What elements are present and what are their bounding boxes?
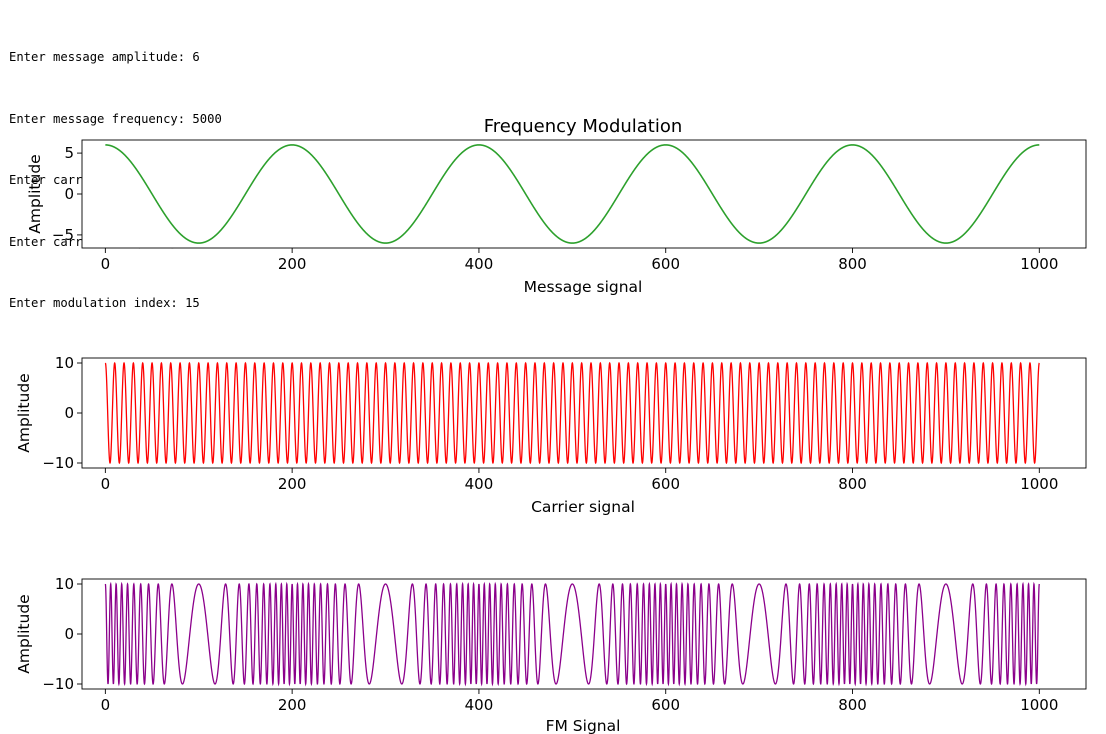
y-tick-label: 5 [64,144,74,162]
x-ticks-carrier: 0 200 400 600 800 1000 [101,468,1058,493]
series-line-message [105,144,1040,244]
x-ticks-message: 0 200 400 600 800 1000 [101,248,1058,273]
x-tick-label: 600 [651,475,680,493]
x-tick-label: 400 [465,475,494,493]
y-tick-label: 0 [64,625,74,643]
y-tick-label: −10 [42,675,74,693]
y-ticks-message: 5 0 −5 [52,144,82,244]
x-tick-label: 600 [651,255,680,273]
subplot-fm: 0 200 400 600 800 1000 10 0 −10 FM Signa… [15,575,1087,734]
plot-frame-fm [81,578,1087,690]
y-ticks-fm: 10 0 −10 [42,575,82,693]
x-tick-label: 1000 [1020,696,1058,714]
x-tick-label: 0 [101,696,111,714]
x-tick-label: 800 [838,255,867,273]
x-axis-label: FM Signal [546,717,621,734]
x-axis-label: Carrier signal [531,498,635,516]
x-tick-label: 800 [838,475,867,493]
x-tick-label: 0 [101,475,111,493]
console-line: Enter message amplitude: 6 [9,50,200,64]
subplot-message: Frequency Modulation 0 200 400 600 800 1… [26,116,1087,296]
x-tick-label: 0 [101,255,111,273]
y-tick-label: −10 [42,454,74,472]
series-line-fm [104,581,1040,687]
x-ticks-fm: 0 200 400 600 800 1000 [101,689,1058,714]
subplot-carrier: 0 200 400 600 800 1000 10 0 −10 Carrier … [15,354,1087,516]
y-tick-label: 10 [55,575,74,593]
chart-title: Frequency Modulation [484,116,683,137]
x-tick-label: 400 [465,696,494,714]
series-line-carrier [104,361,1040,465]
x-tick-label: 600 [651,696,680,714]
y-axis-label: Amplitude [15,594,33,673]
y-axis-label: Amplitude [15,373,33,452]
x-tick-label: 200 [278,696,307,714]
y-tick-label: 0 [64,404,74,422]
y-tick-label: 10 [55,354,74,372]
x-tick-label: 200 [278,255,307,273]
console-line: Enter modulation index: 15 [9,296,200,310]
console-line: Enter message frequency: 5000 [9,111,222,126]
x-tick-label: 1000 [1020,255,1058,273]
x-tick-label: 1000 [1020,475,1058,493]
y-tick-label: 0 [64,185,74,203]
x-tick-label: 200 [278,475,307,493]
y-tick-label: −5 [52,226,74,244]
plot-frame-message [81,139,1087,249]
y-ticks-carrier: 10 0 −10 [42,354,82,472]
x-axis-label: Message signal [524,278,643,296]
x-tick-label: 400 [465,255,494,273]
x-tick-label: 800 [838,696,867,714]
y-axis-label: Amplitude [26,154,44,233]
